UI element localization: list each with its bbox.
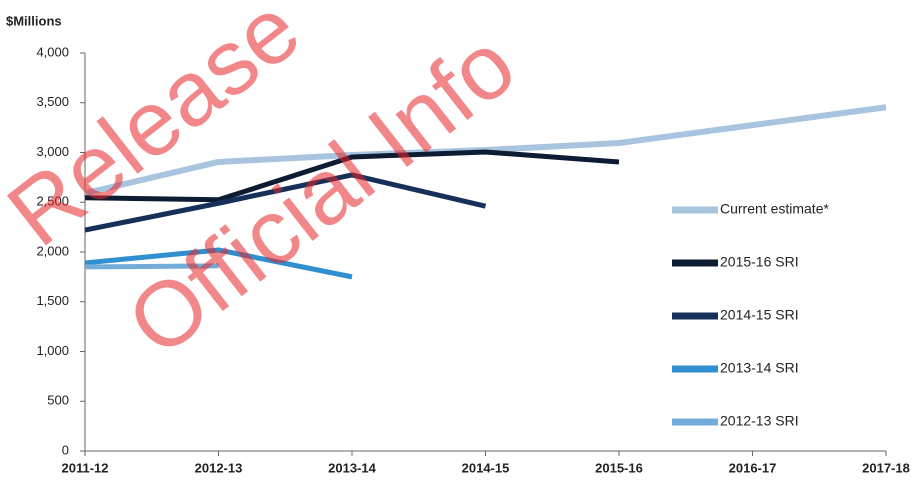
legend-label: 2015-16 SRI [720, 254, 799, 270]
y-tick-label: 2,500 [36, 194, 69, 209]
y-tick-label: 1,000 [36, 343, 69, 358]
x-tick-label: 2012-13 [195, 460, 243, 475]
series-line [84, 263, 219, 270]
series-line [84, 247, 353, 280]
y-tick-label: 2,000 [36, 243, 69, 258]
x-tick-label: 2017-18 [862, 460, 910, 475]
y-tick-label: 1,500 [36, 293, 69, 308]
legend-label: 2013-14 SRI [720, 360, 799, 376]
series-line [84, 172, 487, 233]
series-line [84, 149, 620, 203]
x-tick-label: 2015-16 [595, 460, 643, 475]
legend-label: Current estimate* [720, 201, 829, 217]
y-axis-label: $Millions [6, 13, 62, 28]
y-tick-label: 0 [62, 442, 69, 457]
y-tick-label: 3,000 [36, 144, 69, 159]
x-tick-label: 2016-17 [729, 460, 777, 475]
x-tick-label: 2013-14 [328, 460, 376, 475]
y-tick-label: 3,500 [36, 94, 69, 109]
y-tick-label: 4,000 [36, 44, 69, 59]
x-tick-label: 2014-15 [462, 460, 510, 475]
legend-label: 2014-15 SRI [720, 307, 799, 323]
legend-label: 2012-13 SRI [720, 413, 799, 429]
x-tick-label: 2011-12 [62, 460, 109, 475]
y-tick-label: 500 [47, 393, 69, 408]
